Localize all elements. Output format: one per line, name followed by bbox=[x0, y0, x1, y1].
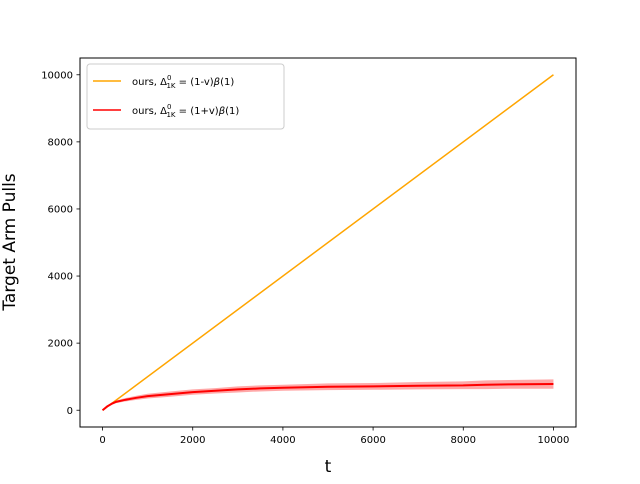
y-tick-label: 6000 bbox=[48, 205, 73, 216]
series-layer bbox=[101, 74, 554, 412]
y-tick-label: 4000 bbox=[48, 272, 73, 283]
legend-entry-label: ours, Δ0 1K = (1-v)β(1) bbox=[132, 74, 234, 90]
x-axis-label: t bbox=[325, 457, 332, 477]
series-line bbox=[102, 74, 554, 411]
x-tick-label: 2000 bbox=[180, 435, 205, 446]
legend: ours, Δ0 1K = (1-v)β(1) ours, Δ0 1K = (1+v… bbox=[86, 63, 285, 130]
y-tick-label: 2000 bbox=[48, 339, 73, 350]
confidence-band bbox=[102, 379, 554, 411]
x-axis: 0 2000 4000 6000 8000 10000 bbox=[99, 427, 569, 446]
plot-frame bbox=[79, 57, 577, 428]
x-tick-label: 4000 bbox=[270, 435, 295, 446]
x-tick-label: 0 bbox=[99, 435, 105, 446]
y-tick-label: 0 bbox=[67, 406, 73, 417]
legend-box bbox=[86, 63, 285, 130]
x-tick-label: 10000 bbox=[538, 435, 570, 446]
y-axis-label: Target Arm Pulls bbox=[0, 173, 20, 311]
y-tick-label: 10000 bbox=[41, 70, 73, 81]
x-tick-label: 8000 bbox=[451, 435, 476, 446]
x-tick-label: 6000 bbox=[360, 435, 385, 446]
legend-entry-label: ours, Δ0 1K = (1+v)β(1) bbox=[132, 103, 239, 119]
y-axis: 0 2000 4000 6000 8000 10000 bbox=[41, 70, 80, 417]
y-tick-label: 8000 bbox=[48, 137, 73, 148]
series-line bbox=[101, 383, 554, 412]
